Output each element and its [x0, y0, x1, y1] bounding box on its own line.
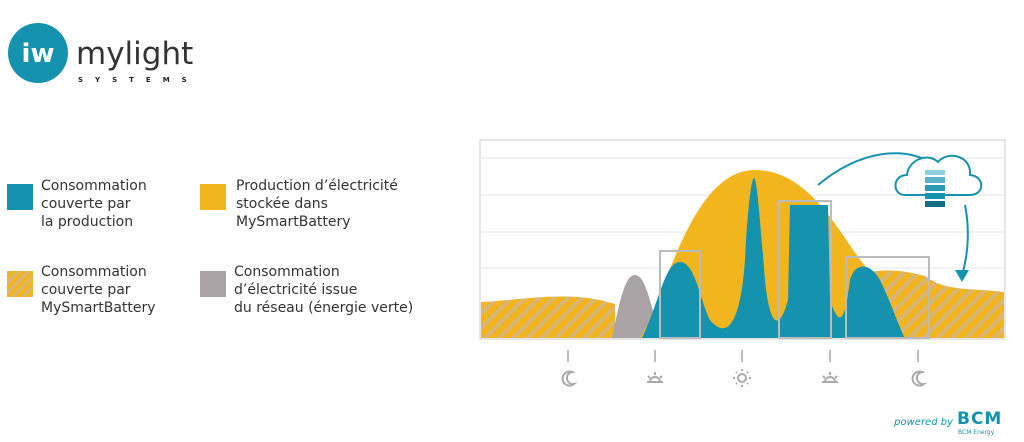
legend-line: du réseau (énergie verte): [234, 300, 414, 316]
brand-sub: BCM Energy: [958, 429, 995, 436]
legend-line: la production: [41, 214, 134, 230]
logo-mark-text: iw: [22, 39, 55, 69]
illustration: [479, 139, 1006, 387]
arrow-head: [955, 270, 969, 282]
legend-label: Consommation couverte par MySmartBattery: [41, 263, 156, 317]
battery-icon: [925, 170, 945, 207]
legend-line: Consommation: [234, 264, 340, 280]
legend-line: Production d’électricité: [236, 178, 398, 194]
hatch-area: [870, 270, 1004, 338]
legend-line: couverte par: [41, 196, 131, 212]
logo-tagline: SYSTEMS: [78, 76, 199, 84]
legend-line: MySmartBattery: [236, 214, 351, 230]
brand-logo: BCM: [957, 409, 1002, 429]
legend-line: stockée dans: [236, 196, 328, 212]
cloud-icon: [894, 154, 983, 196]
legend-line: couverte par: [41, 282, 131, 298]
legend-line: d’électricité issue: [234, 282, 358, 298]
consumption-boxes: [659, 200, 930, 339]
powered-by: powered by: [893, 417, 954, 428]
legend-label: Consommation couverte par la production: [41, 177, 147, 231]
legend-swatch: [200, 271, 226, 297]
legend-line: Consommation: [41, 264, 147, 280]
hatch-area: [481, 296, 615, 338]
arrow: [961, 204, 969, 276]
legend-line: Consommation: [41, 178, 147, 194]
logo-name: mylight: [76, 36, 193, 72]
legend-line: MySmartBattery: [41, 300, 156, 316]
legend-label: Production d’électricité stockée dans MySm…: [236, 177, 398, 231]
legend-swatch: [7, 184, 33, 210]
time-icons: [561, 369, 928, 387]
grid-area: [612, 275, 660, 338]
time-ticks: [567, 350, 919, 362]
legend-swatch: [200, 184, 226, 210]
self-consumption-area: [642, 178, 905, 338]
legend-label: Consommation d’électricité issue du réseau…: [234, 263, 413, 317]
legend-swatch: [7, 271, 33, 297]
logo-mark: [8, 23, 68, 83]
